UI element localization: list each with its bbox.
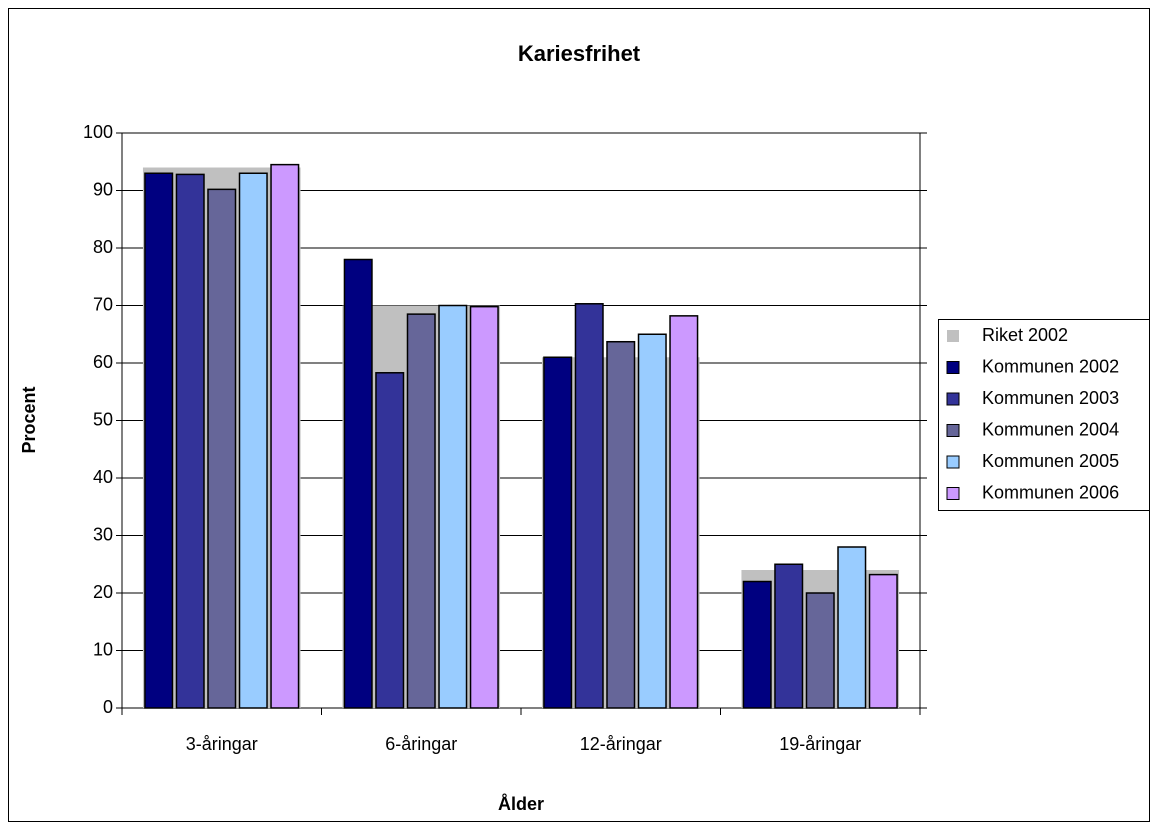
- legend-swatch: [946, 455, 960, 469]
- x-axis-label: Ålder: [498, 794, 544, 814]
- bar: [637, 333, 667, 709]
- y-axis-label: Procent: [19, 386, 39, 453]
- bar: [543, 356, 573, 709]
- y-tick-label: 0: [103, 697, 113, 717]
- y-tick-label: 60: [93, 352, 113, 372]
- legend-swatch: [946, 424, 960, 437]
- legend-label: Kommunen 2003: [982, 388, 1119, 408]
- x-tick-label: 3-åringar: [186, 734, 258, 754]
- y-tick-label: 40: [93, 467, 113, 487]
- bar: [270, 163, 300, 709]
- legend-swatch: [946, 487, 960, 500]
- legend-label: Kommunen 2006: [982, 482, 1119, 502]
- legend-swatch: [946, 392, 960, 406]
- bar: [868, 573, 898, 709]
- legend-box: [938, 319, 1150, 511]
- y-tick-label: 10: [93, 639, 113, 659]
- bar: [669, 315, 699, 709]
- y-tick-label: 70: [93, 294, 113, 314]
- bar: [837, 546, 867, 709]
- y-tick-label: 30: [93, 524, 113, 544]
- y-tick-label: 20: [93, 582, 113, 602]
- bar: [144, 172, 174, 709]
- y-tick-label: 50: [93, 409, 113, 429]
- legend-swatch: [946, 361, 960, 374]
- bar: [175, 173, 205, 709]
- x-tick-label: 12-åringar: [580, 734, 662, 754]
- legend-label: Kommunen 2004: [982, 419, 1119, 439]
- y-tick-label: 80: [93, 237, 113, 257]
- legend-label: Kommunen 2005: [982, 451, 1119, 471]
- bar: [805, 592, 835, 709]
- x-tick-label: 6-åringar: [385, 734, 457, 754]
- bar: [343, 258, 373, 709]
- bar: [207, 188, 237, 709]
- bar: [438, 304, 468, 709]
- legend-swatch: [947, 330, 959, 342]
- bar: [469, 305, 499, 709]
- y-tick-label: 100: [83, 122, 113, 142]
- bar: [238, 172, 268, 709]
- bar: [774, 563, 804, 709]
- bar: [742, 580, 772, 709]
- y-tick-label: 90: [93, 179, 113, 199]
- x-tick-label: 19-åringar: [779, 734, 861, 754]
- legend-label: Riket 2002: [982, 325, 1068, 345]
- bar: [406, 313, 436, 709]
- bar: [606, 340, 636, 709]
- chart-title: Kariesfrihet: [518, 41, 641, 66]
- bar: [574, 303, 604, 709]
- legend-label: Kommunen 2002: [982, 356, 1119, 376]
- bar: [375, 372, 405, 709]
